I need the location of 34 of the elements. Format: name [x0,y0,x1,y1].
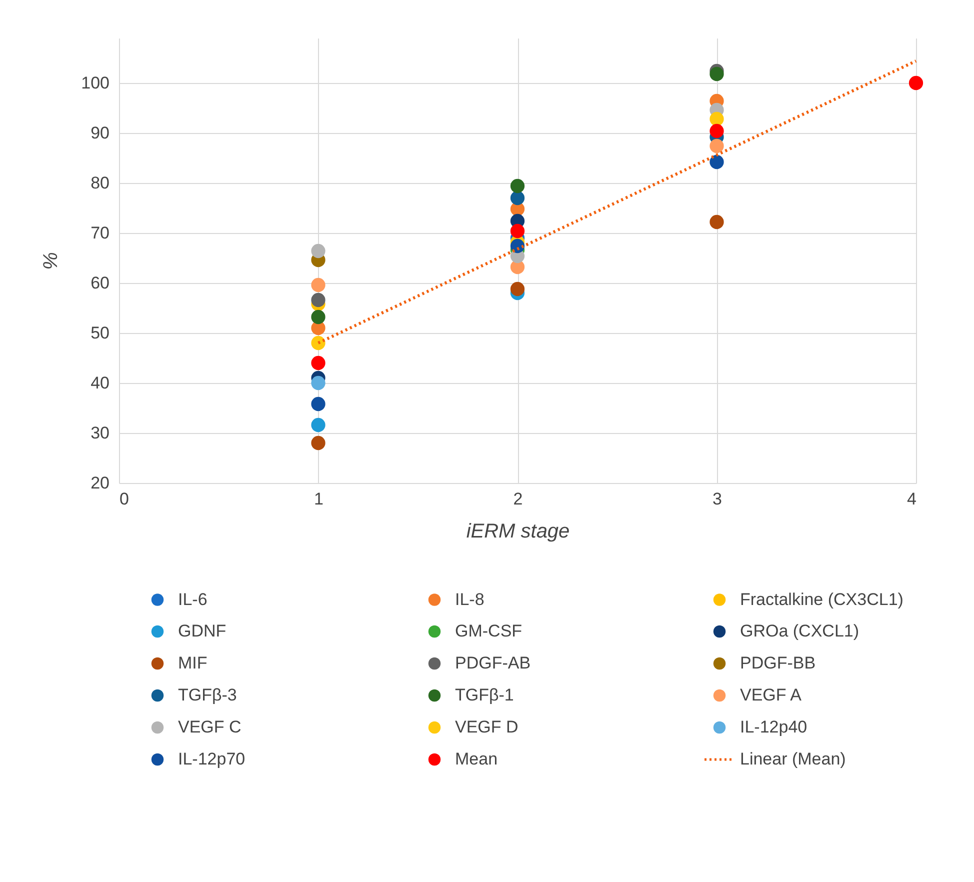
legend-label: GROa (CXCL1) [740,622,860,640]
y-tick-label: 90 [90,124,110,142]
legend-label: TGFβ-3 [178,686,237,704]
legend-label: TGFβ-1 [455,686,514,704]
x-tick-label: 2 [513,490,523,508]
legend-label: VEGF A [740,686,802,704]
x-tick-label: 4 [907,490,916,508]
legend-label: VEGF C [178,718,242,736]
legend-label: IL-12p40 [740,718,808,736]
legend-label: IL-6 [178,590,208,609]
legend-label: PDGF-BB [740,654,816,672]
x-axis-title: iERM stage [466,520,570,542]
legend-label: GDNF [178,622,226,640]
x-tick-label: 3 [712,490,722,508]
legend-label: Mean [455,750,498,768]
x-tick-label: 1 [314,490,324,508]
y-tick-label: 80 [90,174,110,192]
y-axis-title: % [40,252,62,270]
y-tick-label: 70 [90,224,110,242]
legend-label: Fractalkine (CX3CL1) [740,590,904,609]
y-tick-label: 50 [90,324,110,342]
legend-label: GM-CSF [455,622,522,640]
legend-label: IL-8 [455,590,484,609]
y-tick-label: 30 [90,424,110,442]
legend-label: Linear (Mean) [740,750,846,768]
legend-label: MIF [178,654,208,672]
legend-label: PDGF-AB [455,654,531,672]
y-tick-label: 100 [81,74,110,92]
y-tick-label: 60 [90,274,110,292]
y-tick-label: 20 [90,474,110,492]
x-tick-label: 0 [120,490,129,508]
y-tick-label: 40 [90,374,110,392]
legend-label: IL-12p70 [178,750,246,768]
legend-label: VEGF D [455,718,518,736]
